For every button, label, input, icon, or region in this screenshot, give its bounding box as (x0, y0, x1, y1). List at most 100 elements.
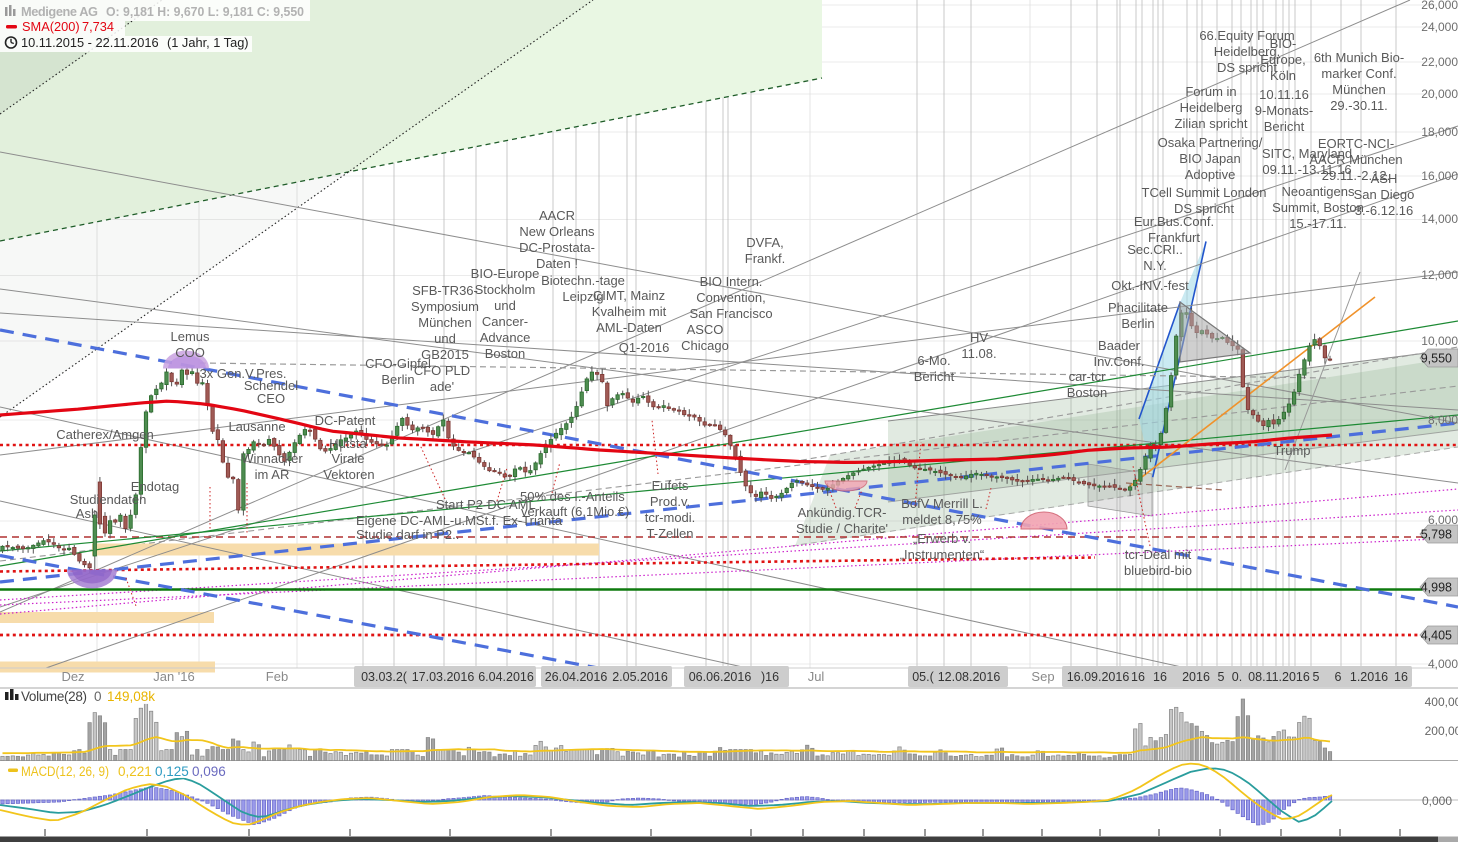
svg-text:SITC, Maryland: SITC, Maryland (1262, 146, 1352, 161)
svg-text:O: 9,181 H: 9,670 L: 9,181: O: 9,181 H: 9,670 L: 9,181 C: 9,550 (106, 4, 304, 19)
svg-text:ASH: ASH (1371, 171, 1398, 186)
svg-text:Trump: Trump (1273, 443, 1310, 458)
svg-text:Lemus: Lemus (170, 329, 210, 344)
svg-text:„Erwerb v.: „Erwerb v. (913, 531, 971, 546)
svg-text:HV: HV (970, 330, 988, 345)
svg-text:Hutsta: Hutsta (329, 436, 367, 451)
svg-text:09.11.-13.11.16: 09.11.-13.11.16 (1262, 162, 1351, 177)
svg-text:N.Y.: N.Y. (1143, 258, 1167, 273)
svg-text:22,000: 22,000 (1421, 55, 1458, 69)
svg-text:)16: )16 (761, 670, 779, 684)
svg-text:16,000: 16,000 (1421, 169, 1458, 183)
svg-text:14,000: 14,000 (1421, 212, 1458, 226)
svg-text:Convention,: Convention, (696, 290, 765, 305)
svg-text:Volume(28): Volume(28) (21, 689, 87, 704)
svg-text:9,550: 9,550 (1421, 352, 1452, 366)
svg-text:Bericht: Bericht (914, 369, 955, 384)
svg-text:„Instrumenten“: „Instrumenten“ (900, 547, 985, 562)
svg-text:AML-Daten: AML-Daten (596, 320, 662, 335)
svg-text:0.: 0. (1232, 670, 1242, 684)
svg-text:6-Mo.: 6-Mo. (917, 353, 950, 368)
svg-text:Okt.-INV.-fest: Okt.-INV.-fest (1111, 278, 1189, 293)
svg-text:0: 0 (94, 689, 102, 704)
svg-text:10,000: 10,000 (1421, 334, 1458, 348)
svg-text:ade': ade' (430, 379, 454, 394)
svg-text:BIO-Europe: BIO-Europe (471, 266, 540, 281)
svg-text:Boston: Boston (485, 346, 525, 361)
svg-text:9-Monats-: 9-Monats- (1255, 103, 1314, 118)
svg-text:Summit, Boston: Summit, Boston (1272, 200, 1364, 215)
svg-text:12,000: 12,000 (1421, 268, 1458, 282)
svg-text:Berlin: Berlin (1121, 316, 1154, 331)
svg-text:ASCO: ASCO (687, 322, 724, 337)
svg-text:6th Munich Bio-: 6th Munich Bio- (1314, 50, 1404, 65)
svg-text:Osaka Partnering/: Osaka Partnering/ (1158, 135, 1263, 150)
svg-text:Vektoren: Vektoren (323, 467, 374, 482)
svg-text:4,000: 4,000 (1428, 657, 1458, 671)
svg-text:16: 16 (1153, 670, 1167, 684)
svg-text:16: 16 (1394, 670, 1408, 684)
svg-text:Eur.Bus.Conf.: Eur.Bus.Conf. (1134, 214, 1214, 229)
svg-text:16: 16 (1131, 670, 1145, 684)
svg-text:149,08k: 149,08k (107, 689, 155, 704)
svg-text:5: 5 (1313, 670, 1320, 684)
svg-text:San Diego: San Diego (1354, 187, 1415, 202)
svg-text:6: 6 (1335, 670, 1342, 684)
svg-text:Leipzig: Leipzig (562, 289, 603, 304)
svg-text:Catherex/Amgen: Catherex/Amgen (56, 427, 154, 442)
svg-text:18,000: 18,000 (1421, 125, 1458, 139)
svg-text:CEO: CEO (257, 391, 285, 406)
svg-text:(1 Jahr, 1 Tag): (1 Jahr, 1 Tag) (167, 35, 249, 50)
svg-text:und: und (434, 331, 456, 346)
svg-text:München: München (1332, 82, 1385, 97)
svg-text:5,798: 5,798 (1421, 528, 1452, 542)
svg-text:Europe,: Europe, (1260, 52, 1306, 67)
svg-text:tcr-modi.: tcr-modi. (645, 510, 696, 525)
svg-text:Dez: Dez (61, 669, 84, 684)
svg-text:MACD(12, 26, 9): MACD(12, 26, 9) (21, 764, 109, 779)
svg-text:Frankfurt: Frankfurt (1148, 230, 1200, 245)
svg-text:Lausanne: Lausanne (228, 419, 285, 434)
svg-text:Biotechn.-tage: Biotechn.-tage (541, 273, 625, 288)
svg-text:DS spricht: DS spricht (1217, 60, 1277, 75)
svg-text:Studie / Charite': Studie / Charite' (796, 521, 888, 536)
svg-text:COO: COO (175, 345, 205, 360)
svg-text:Winnacker: Winnacker (241, 451, 303, 466)
svg-text:17.03.2016: 17.03.2016 (412, 670, 475, 684)
svg-text:Advance: Advance (480, 330, 531, 345)
svg-text:50% des I.-Anteils: 50% des I.-Anteils (520, 489, 625, 504)
svg-text:Neoantigens: Neoantigens (1282, 184, 1355, 199)
svg-text:im AR: im AR (255, 467, 290, 482)
svg-text:26,000: 26,000 (1421, 0, 1458, 12)
svg-text:20,000: 20,000 (1421, 87, 1458, 101)
svg-text:BIO-: BIO- (1270, 36, 1297, 51)
svg-text:Chicago: Chicago (681, 338, 729, 353)
svg-text:BofV Merrill L.: BofV Merrill L. (901, 496, 983, 511)
svg-text:Virale: Virale (331, 451, 364, 466)
svg-text:CFO PLD: CFO PLD (414, 363, 470, 378)
svg-text:Q1-2016: Q1-2016 (619, 340, 670, 355)
svg-text:DS spricht: DS spricht (1174, 201, 1234, 216)
svg-text:06.06.2016: 06.06.2016 (689, 670, 752, 684)
svg-text:24,000: 24,000 (1421, 20, 1458, 34)
svg-text:Heidelberg: Heidelberg (1180, 100, 1243, 115)
svg-text:0,096: 0,096 (192, 764, 226, 779)
svg-text:Forum in: Forum in (1185, 84, 1236, 99)
svg-text:Symposium: Symposium (411, 299, 479, 314)
svg-text:Baader: Baader (1098, 338, 1141, 353)
svg-text:AACR: AACR (539, 208, 575, 223)
svg-text:05.(: 05.( (912, 670, 934, 684)
svg-text:08.11.2016: 08.11.2016 (1248, 670, 1310, 684)
svg-text:Studiendaten: Studiendaten (70, 492, 147, 507)
svg-text:CFO-Gipfel: CFO-Gipfel (365, 356, 431, 371)
svg-text:15.-17.11.: 15.-17.11. (1289, 216, 1347, 231)
svg-text:Adoptive: Adoptive (1185, 167, 1236, 182)
svg-text:Heidelberg.: Heidelberg. (1214, 44, 1281, 59)
svg-text:Boston: Boston (1067, 385, 1107, 400)
svg-text:DC-Prostata-: DC-Prostata- (519, 240, 595, 255)
svg-text:Endotag: Endotag (131, 479, 179, 494)
svg-text:car-tcr: car-tcr (1069, 369, 1107, 384)
svg-text:0,221: 0,221 (118, 764, 152, 779)
svg-text:5: 5 (1218, 670, 1225, 684)
svg-text:T-Zellen: T-Zellen (647, 526, 694, 541)
